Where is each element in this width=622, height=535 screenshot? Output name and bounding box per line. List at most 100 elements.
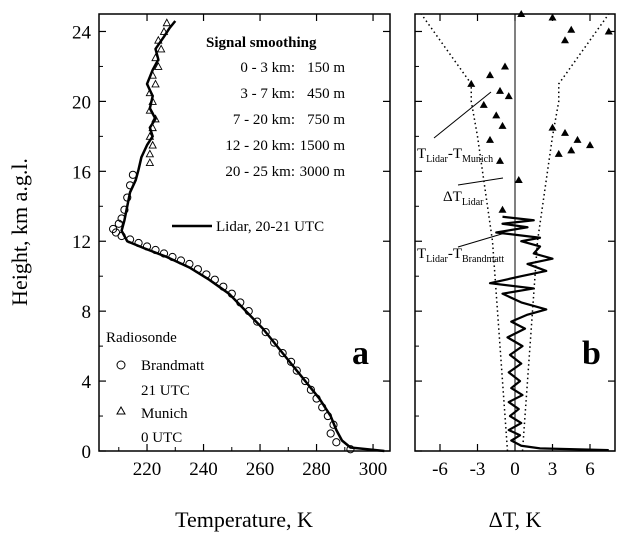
- smoothing-range: 20 - 25 km:: [225, 164, 295, 180]
- x-tick-label: 240: [189, 459, 218, 480]
- panel-a-frame: [98, 13, 391, 452]
- brandmatt-point: [185, 259, 194, 269]
- brandmatt-point: [193, 265, 202, 274]
- x-tick-label: 220: [133, 459, 162, 480]
- smoothing-range: 7 - 20 km:: [233, 112, 295, 128]
- munich-difference-point: [504, 92, 513, 100]
- munich-difference-point: [567, 146, 576, 154]
- munich-point: [151, 114, 160, 123]
- munich-point: [145, 105, 155, 114]
- brandmatt-point: [261, 328, 270, 337]
- panel-b-letter: b: [582, 335, 601, 372]
- y-tick-label: 24: [72, 22, 92, 43]
- munich-legend-label: Munich: [141, 406, 188, 422]
- panel-a-series: [109, 18, 385, 454]
- munich-point: [151, 53, 160, 62]
- munich-difference-point: [496, 156, 504, 164]
- panel-b-x-axis-label: ΔT, K: [489, 507, 542, 532]
- munich-point: [148, 123, 157, 132]
- brandmatt-point: [253, 317, 262, 326]
- delta-t-upper-line: [521, 13, 610, 452]
- x-tick-label: -6: [432, 459, 448, 480]
- x-tick-label: 6: [585, 459, 595, 480]
- y-tick-label: 8: [82, 302, 92, 323]
- munich-difference-point: [496, 86, 504, 94]
- munich-point: [145, 131, 155, 140]
- x-tick-label: 3: [548, 459, 558, 480]
- brandmatt-point: [244, 307, 253, 316]
- panel-a-x-ticks: 220 240 260 280 300: [118, 14, 388, 480]
- brandmatt-point: [176, 256, 186, 265]
- brandmatt-point: [323, 411, 332, 421]
- smoothing-value: 750 m: [307, 112, 345, 128]
- munich-difference-point: [561, 36, 569, 44]
- munich-difference-point: [567, 25, 576, 33]
- munich-point: [145, 149, 155, 158]
- munich-point: [159, 27, 169, 35]
- brandmatt-point: [219, 282, 228, 291]
- munich-point: [151, 79, 160, 88]
- brandmatt-point: [109, 224, 118, 234]
- munich-point: [148, 70, 157, 79]
- munich-point: [156, 44, 166, 53]
- delta-t-lower-line: [420, 13, 509, 452]
- brandmatt-legend-time: 21 UTC: [141, 383, 190, 399]
- munich-difference-point: [486, 71, 494, 79]
- x-tick-label: 280: [302, 459, 331, 480]
- smoothing-value: 150 m: [307, 60, 345, 76]
- panel-a-x-axis-label: Temperature, K: [175, 507, 313, 532]
- lidar-legend-label: Lidar, 20-21 UTC: [216, 219, 324, 235]
- brandmatt-point: [159, 249, 169, 258]
- munich-difference-point: [498, 121, 507, 129]
- munich-difference-point: [492, 111, 501, 119]
- smoothing-range: 3 - 7 km:: [240, 86, 295, 102]
- munich-point: [154, 61, 163, 70]
- brandmatt-point: [332, 438, 341, 447]
- munich-legend-marker: [116, 405, 126, 415]
- brandmatt-point: [326, 429, 335, 438]
- x-tick-label: 0: [510, 459, 520, 480]
- brandmatt-point: [125, 235, 135, 244]
- brandmatt-point: [202, 270, 211, 279]
- munich-difference-point: [501, 62, 509, 70]
- brandmatt-point: [306, 385, 315, 394]
- y-tick-label: 4: [82, 372, 92, 393]
- munich-difference-point: [554, 149, 563, 157]
- y-tick-label: 20: [72, 92, 91, 113]
- munich-difference-point: [467, 79, 476, 87]
- annotation-lidar-brandmatt: TLidar-TBrandmatt: [417, 246, 504, 265]
- munich-difference-point: [573, 135, 582, 143]
- brandmatt-point: [329, 420, 338, 429]
- brandmatt-legend-marker: [116, 360, 126, 370]
- brandmatt-point: [168, 252, 177, 262]
- brandmatt-point: [312, 394, 321, 403]
- brandmatt-point: [120, 205, 129, 214]
- brandmatt-point: [301, 376, 310, 386]
- brandmatt-point: [236, 298, 245, 307]
- brandmatt-point: [128, 170, 138, 179]
- annotation-delta-lidar: ΔTLidar: [443, 189, 484, 208]
- delta-annotation-leader: [457, 177, 504, 186]
- munich-difference-point: [479, 100, 488, 108]
- brandmatt-point: [134, 238, 143, 248]
- panel-b-y-ticks: [415, 30, 615, 452]
- munich-difference-point: [486, 135, 494, 143]
- munich-point: [162, 18, 172, 27]
- munich-difference-point: [586, 141, 594, 149]
- munich-difference-point: [517, 10, 526, 17]
- x-tick-label: 300: [359, 459, 388, 480]
- y-tick-label: 12: [72, 232, 91, 253]
- smoothing-value: 450 m: [307, 86, 345, 102]
- smoothing-range: 0 - 3 km:: [240, 60, 295, 76]
- munich-difference-point: [604, 27, 613, 35]
- smoothing-rows: 0 - 3 km: 150 m 3 - 7 km: 450 m 7 - 20 k…: [225, 60, 345, 180]
- munich-difference-point: [548, 123, 557, 131]
- panel-a-y-ticks: 0 4 8 12 16 20 24: [72, 22, 390, 463]
- munich-point: [148, 96, 157, 105]
- brandmatt-point: [270, 338, 279, 347]
- brandmatt-point: [142, 242, 152, 251]
- panel-b-series: [420, 10, 613, 452]
- y-tick-label: 16: [72, 162, 91, 183]
- brandmatt-point: [318, 403, 327, 412]
- brandmatt-point: [227, 289, 236, 298]
